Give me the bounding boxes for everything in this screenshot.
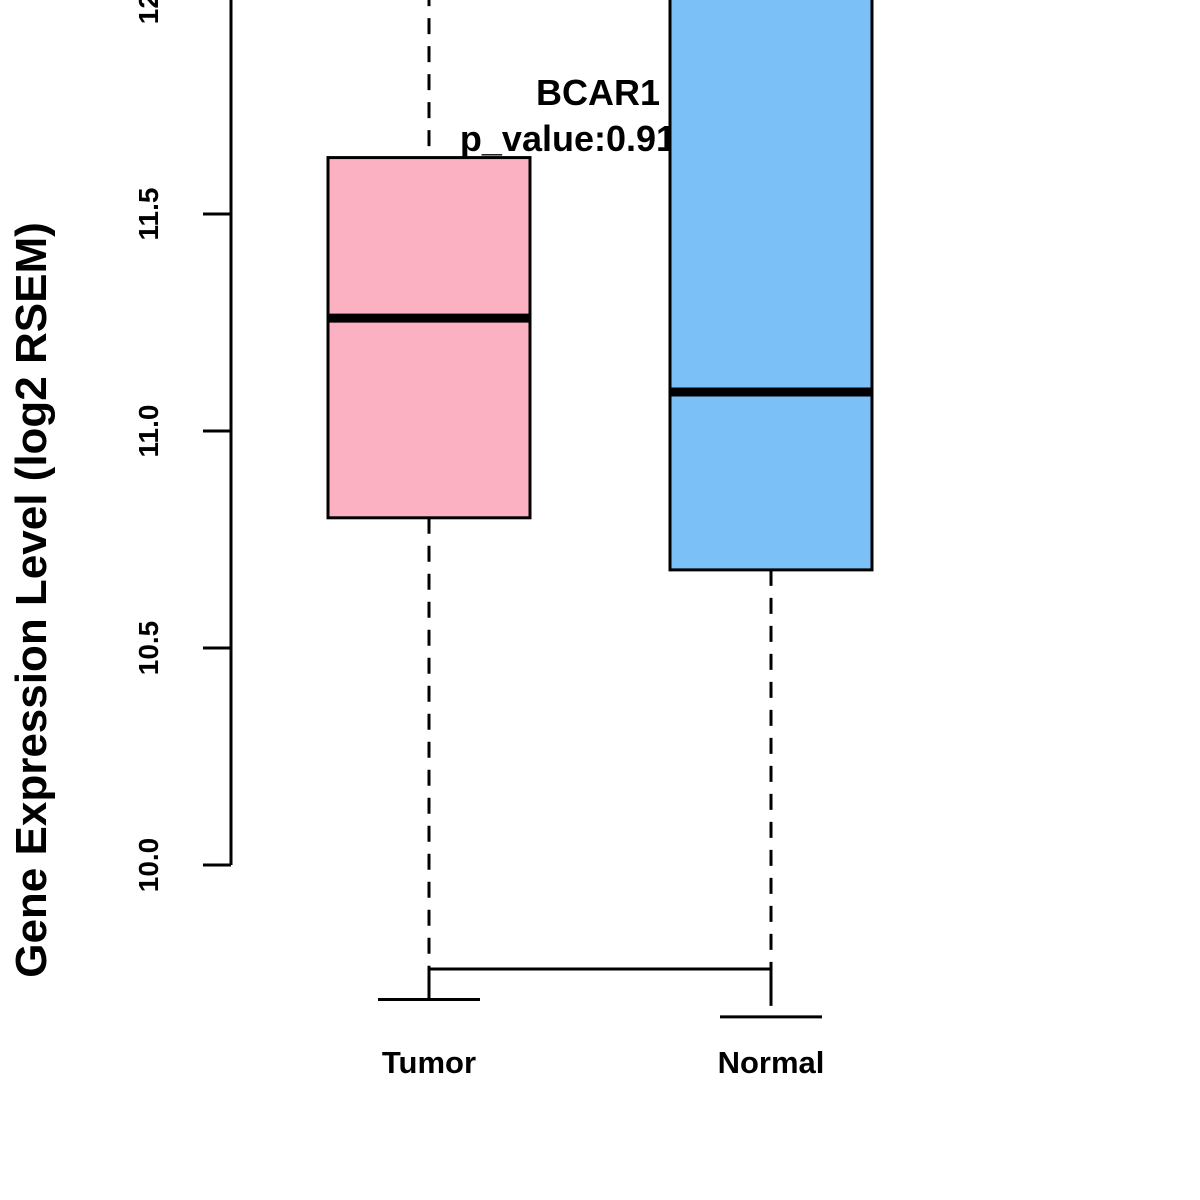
box-normal xyxy=(668,0,874,1019)
y-tick-label: 12.0 xyxy=(133,0,164,24)
y-tick-label: 11.0 xyxy=(133,405,164,458)
x-axis: Tumor Normal xyxy=(382,967,825,1080)
y-tick-label: 11.5 xyxy=(133,188,164,241)
y-tick-label: 10.5 xyxy=(133,621,164,676)
box-tumor xyxy=(326,0,532,1002)
y-axis: 10.010.511.011.512.012.5 xyxy=(133,0,233,893)
iqr-box xyxy=(326,156,532,520)
chart-title: BCAR1 xyxy=(536,72,660,113)
iqr-box xyxy=(668,0,874,572)
x-tick-label-normal: Normal xyxy=(718,1045,825,1080)
x-tick-label-tumor: Tumor xyxy=(382,1045,476,1080)
box-group xyxy=(326,0,874,1019)
y-tick-label: 10.0 xyxy=(133,838,164,893)
y-axis-label: Gene Expression Level (log2 RSEM) xyxy=(7,222,56,978)
